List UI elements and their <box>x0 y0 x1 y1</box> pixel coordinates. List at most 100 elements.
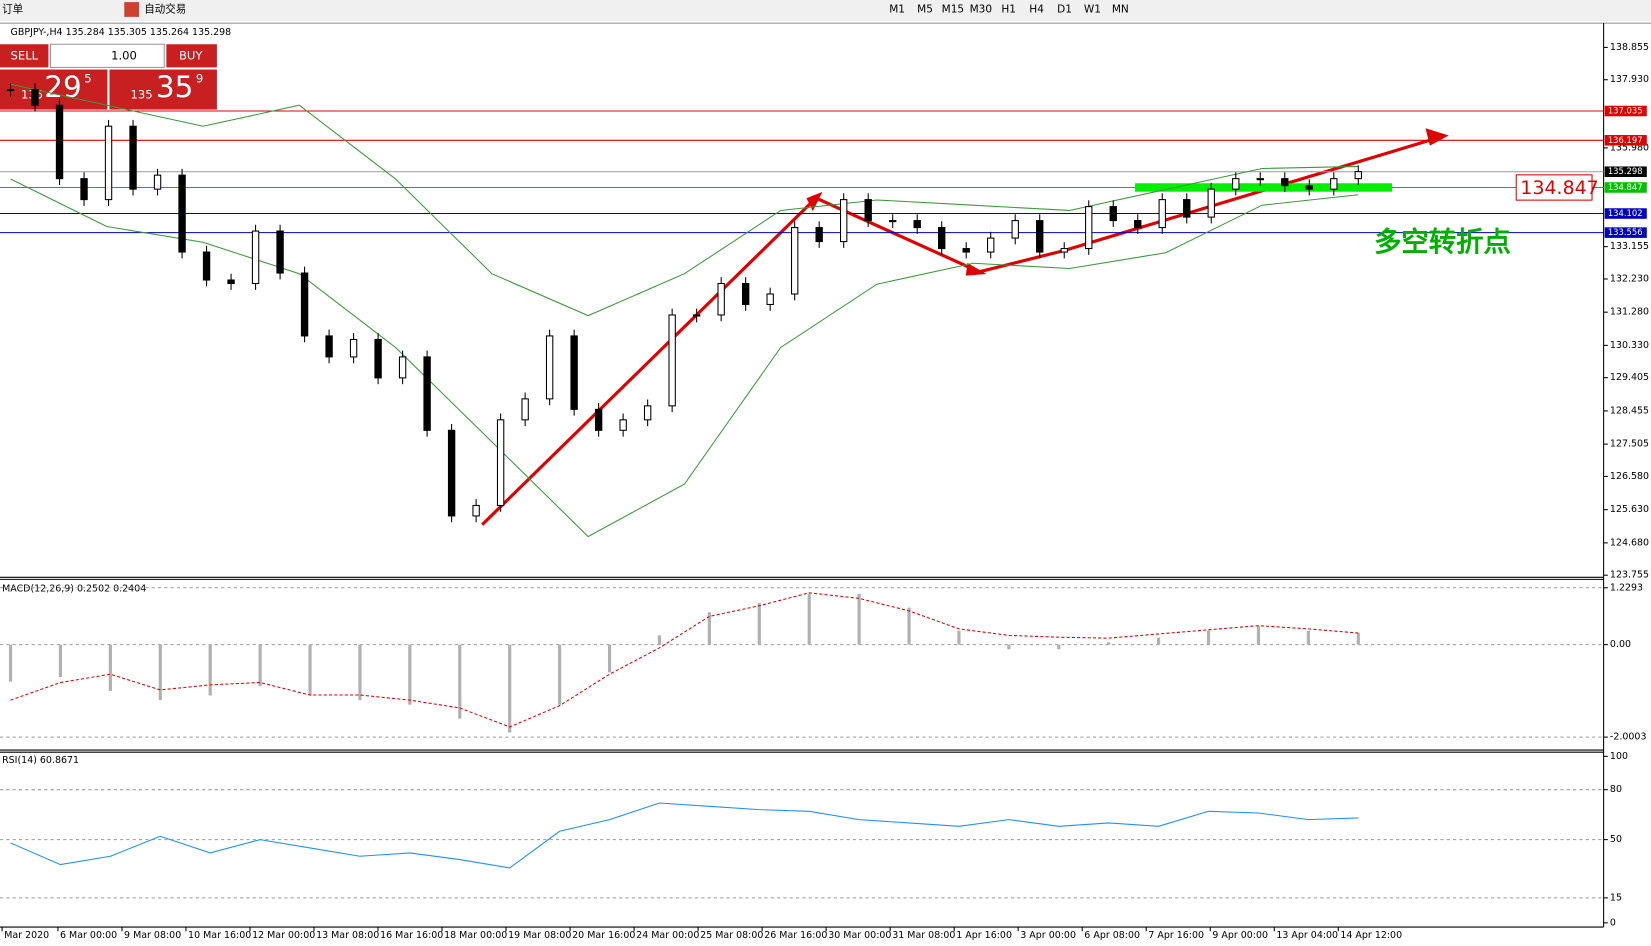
level-label: 135.298 <box>1608 166 1643 176</box>
timeframe[interactable]: MN <box>1112 3 1129 15</box>
candle-body <box>619 419 627 431</box>
x-tick-label: 3 Apr 00:00 <box>1020 930 1076 941</box>
x-tick-label: 14 Apr 12:00 <box>1340 930 1402 941</box>
level-label: 133.556 <box>1608 227 1643 237</box>
level-label: 134.102 <box>1608 208 1643 218</box>
candle-body <box>1256 178 1264 181</box>
buy-label[interactable]: BUY <box>179 48 203 62</box>
candle-body <box>1011 220 1019 239</box>
timeframe[interactable]: M30 <box>970 3 992 15</box>
timeframe[interactable]: W1 <box>1084 3 1101 15</box>
rsi-line <box>10 802 1359 869</box>
buy-price-box[interactable] <box>109 69 217 110</box>
candle-body <box>913 220 921 229</box>
candle-body <box>1305 185 1313 190</box>
buy-big: 35 <box>156 70 193 104</box>
x-tick-label: 18 Mar 00:00 <box>444 930 507 941</box>
timeframe[interactable]: M15 <box>942 3 964 15</box>
candle-body <box>325 335 333 358</box>
timeframe[interactable]: D1 <box>1057 3 1072 15</box>
candle-body <box>496 419 505 506</box>
candle-body <box>31 88 39 106</box>
candle-body <box>987 237 995 253</box>
sell-label[interactable]: SELL <box>11 48 39 62</box>
buy-prefix: 135 <box>131 87 153 101</box>
candle-body <box>570 335 578 410</box>
level-label: 136.197 <box>1608 135 1643 145</box>
timeframe[interactable]: M5 <box>917 3 933 15</box>
level-label: 137.035 <box>1608 106 1643 116</box>
level-label: 134.847 <box>1608 182 1643 192</box>
x-tick-label: 9 Apr 00:00 <box>1212 930 1268 941</box>
y-tick-label: 0 <box>1610 917 1616 928</box>
y-tick-label: -2.0003 <box>1610 732 1647 743</box>
timeframe[interactable]: H4 <box>1029 3 1044 15</box>
y-tick-label: 133.155 <box>1610 241 1649 252</box>
candle-body <box>521 398 529 421</box>
bollinger-band <box>10 83 1359 317</box>
timeframe[interactable]: H1 <box>1001 3 1016 15</box>
level-tag <box>1604 135 1647 146</box>
candle-body <box>717 282 725 316</box>
lot-value[interactable]: 1.00 <box>111 48 137 62</box>
y-tick-label: 137.930 <box>1610 74 1649 85</box>
y-tick-label: 129.405 <box>1610 372 1649 383</box>
candle-body <box>374 338 382 379</box>
y-tick-label: 126.580 <box>1610 471 1649 482</box>
buy-button[interactable] <box>166 44 217 68</box>
candle-body <box>227 279 235 285</box>
candle-body <box>1036 220 1044 253</box>
candle-body <box>80 178 88 201</box>
buy-sup: 9 <box>196 72 203 86</box>
candle-body <box>1085 206 1093 250</box>
level-tag <box>1604 182 1647 193</box>
key-level-bar <box>1135 183 1392 192</box>
candle-body <box>55 104 64 180</box>
candle-body <box>6 88 15 92</box>
candle-body <box>766 293 774 306</box>
x-tick-label: Mar 2020 <box>4 930 49 941</box>
x-tick-label: 24 Mar 00:00 <box>636 930 699 941</box>
sell-price-box[interactable] <box>0 69 108 110</box>
annotation: 多空转折点 <box>1374 226 1511 258</box>
macd-title: MACD(12,26,9) 0.2502 0.2404 <box>2 583 146 594</box>
y-tick-label: 50 <box>1610 834 1622 845</box>
auto-trade-icon[interactable] <box>124 2 139 17</box>
candle-body <box>104 125 113 201</box>
toolbar <box>0 0 1651 22</box>
x-tick-label: 13 Mar 08:00 <box>316 930 379 941</box>
x-tick-label: 12 Mar 00:00 <box>252 930 315 941</box>
candle-body <box>1354 171 1362 180</box>
y-tick-label: 15 <box>1610 892 1622 903</box>
candle-body <box>1134 220 1142 229</box>
rsi-title: RSI(14) 60.8671 <box>2 755 79 766</box>
y-tick-label: 131.280 <box>1610 307 1649 318</box>
y-tick-label: 125.630 <box>1610 504 1649 515</box>
x-tick-label: 6 Mar 00:00 <box>60 930 117 941</box>
new-order[interactable]: 订单 <box>2 3 23 15</box>
candle-body <box>1158 199 1166 229</box>
sell-sup: 5 <box>84 72 91 86</box>
level-tag <box>1604 105 1647 117</box>
x-tick-label: 1 Apr 16:00 <box>956 930 1012 941</box>
candle-body <box>741 282 750 306</box>
candle-body <box>398 356 407 379</box>
bollinger-band <box>10 178 1359 538</box>
level-tag <box>1604 166 1647 177</box>
auto-trade[interactable]: 自动交易 <box>144 2 186 15</box>
candle-body <box>1232 178 1240 190</box>
x-tick-label: 19 Mar 08:00 <box>508 930 571 941</box>
candle-body <box>300 272 309 337</box>
candle-body <box>840 199 848 243</box>
x-tick-label: 13 Apr 04:00 <box>1276 930 1338 941</box>
sell-button[interactable] <box>0 44 49 68</box>
candle-body <box>1183 199 1191 218</box>
y-tick-label: 138.855 <box>1610 42 1649 53</box>
timeframe[interactable]: M1 <box>889 3 905 15</box>
candle-body <box>692 314 701 317</box>
lot-input[interactable] <box>50 43 165 68</box>
y-tick-label: 132.230 <box>1610 273 1649 284</box>
y-tick-label: 80 <box>1610 784 1622 795</box>
signal-line <box>10 592 1359 728</box>
